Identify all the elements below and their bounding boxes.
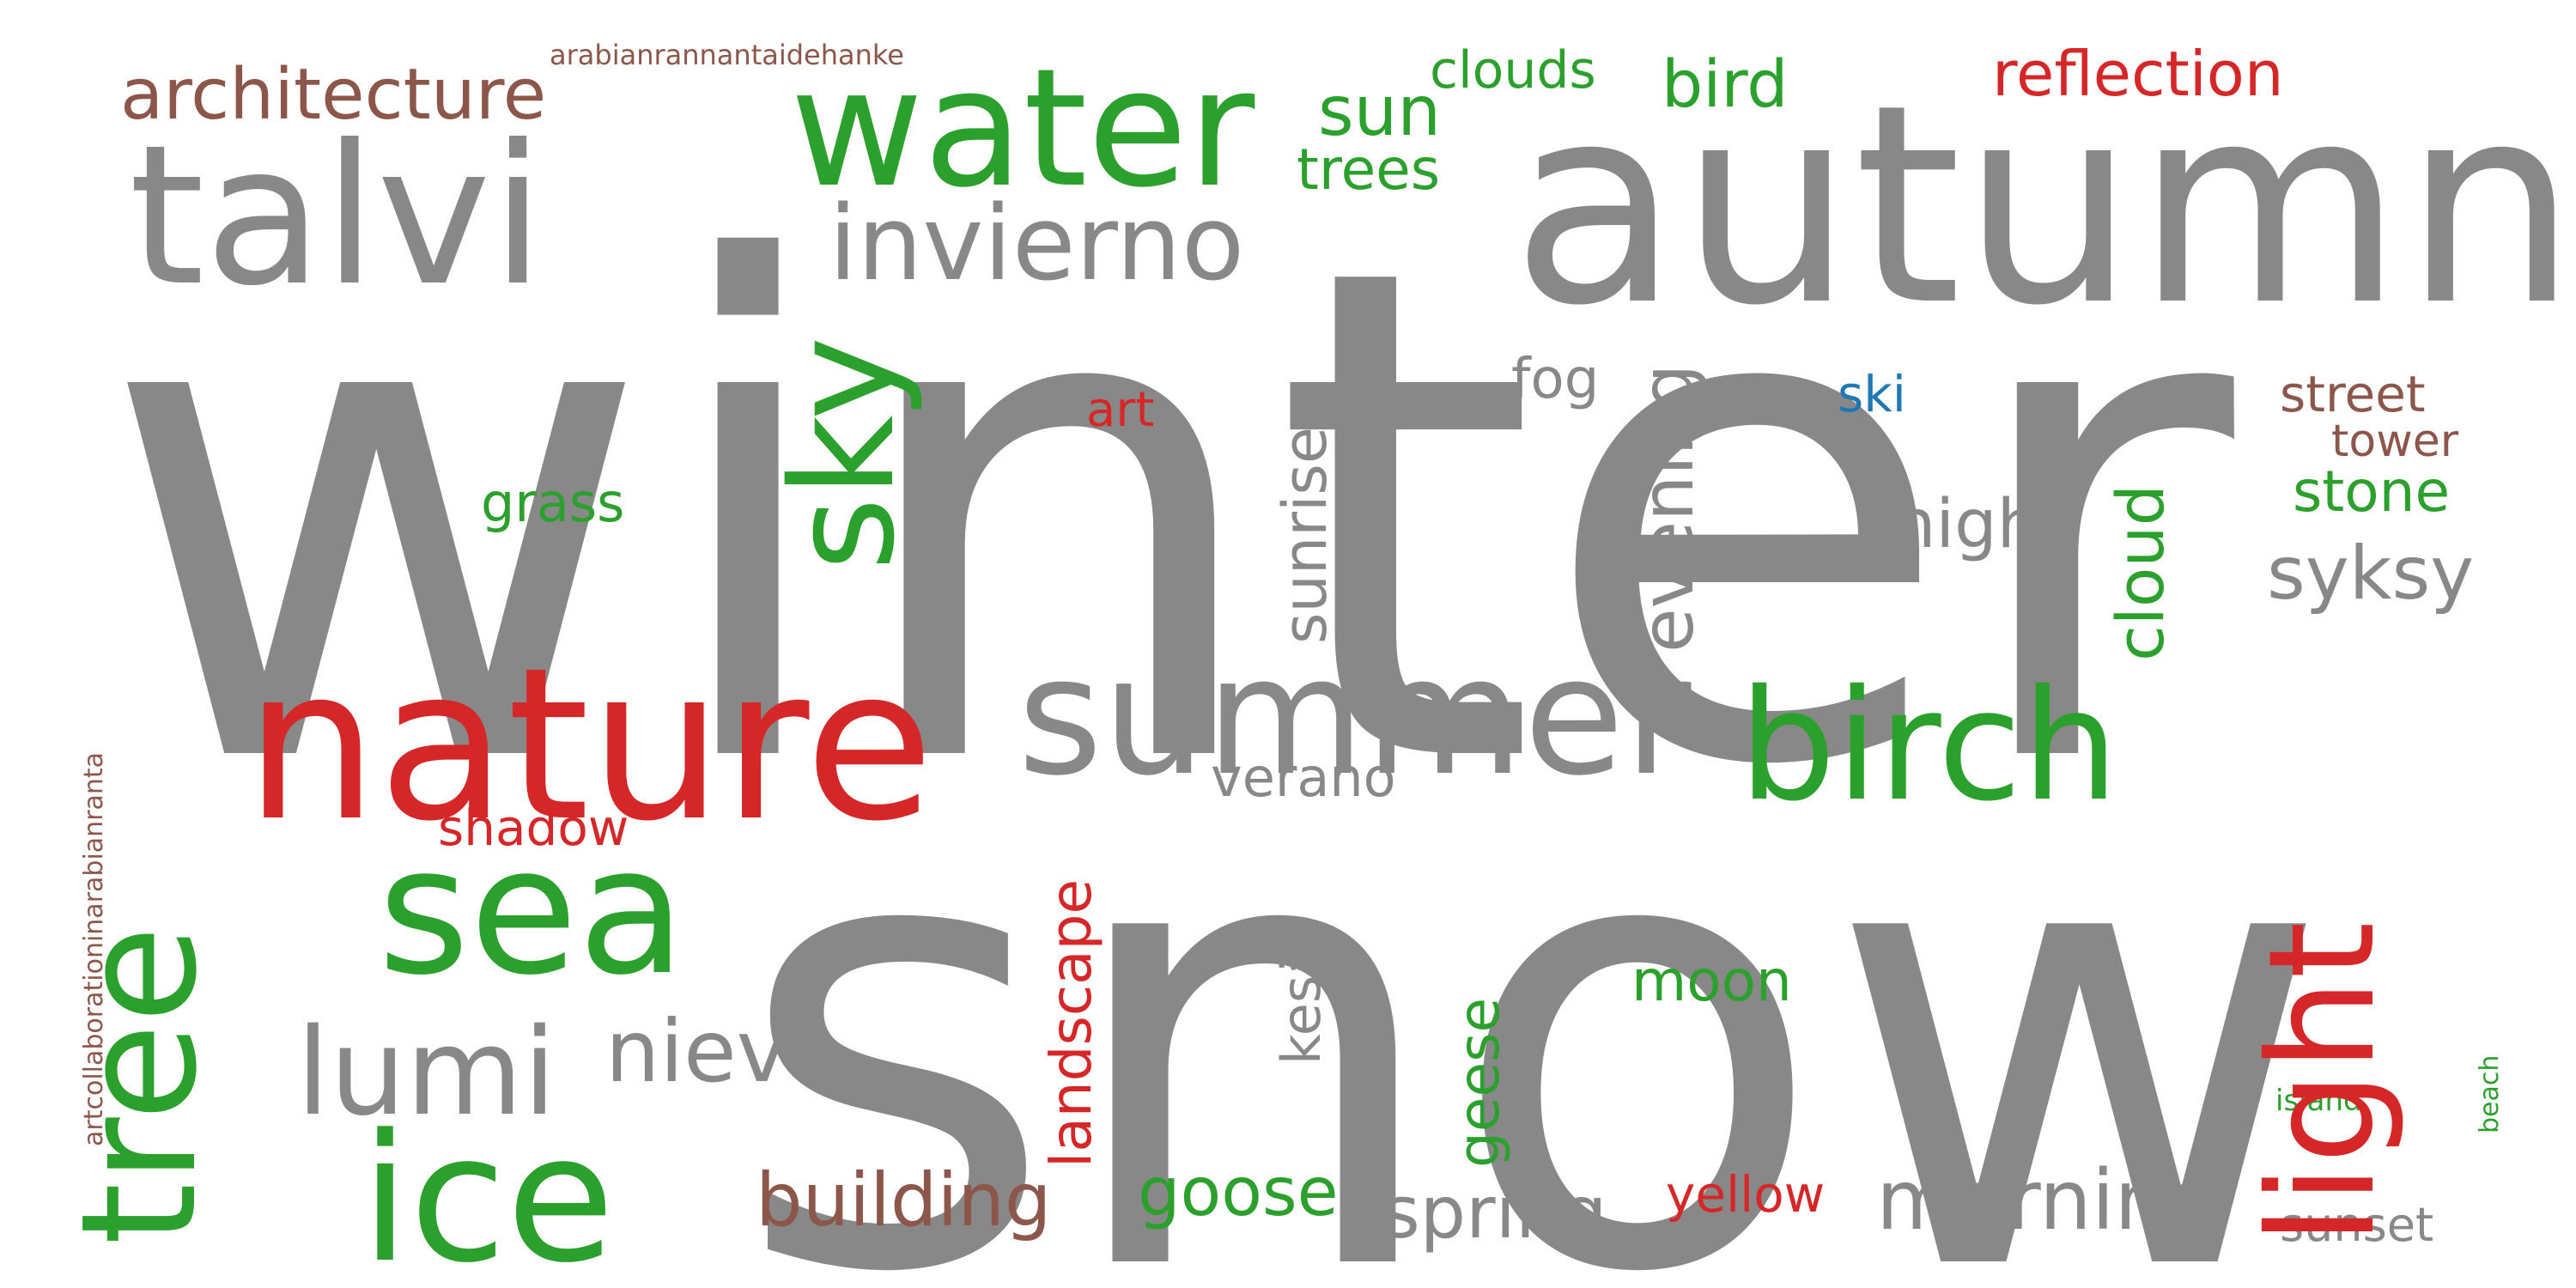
word-building: building [756, 1157, 1052, 1243]
word-night: night [1893, 486, 2066, 563]
word-island: island [2275, 1084, 2362, 1118]
word-nieve: nieve [605, 1001, 841, 1102]
word-ski: ski [1838, 365, 1906, 423]
word-sky: sky [761, 336, 926, 571]
word-light: light [2238, 921, 2408, 1245]
word-sea: sea [378, 810, 686, 1014]
word-autumn: autumn [1511, 46, 2576, 366]
word-shadow: shadow [438, 799, 629, 857]
word-arabianrannantaidehanke: arabianrannantaidehanke [550, 39, 904, 71]
word-artcollaboration: artcollaborationinarabianranta [79, 751, 109, 1146]
word-landscape: landscape [1038, 878, 1104, 1168]
word-snow: snow [734, 688, 2332, 1288]
word-ice: ice [361, 1097, 615, 1288]
word-morning: morning [1876, 1152, 2220, 1249]
word-grass: grass [481, 471, 625, 534]
word-moon: moon [1631, 948, 1792, 1014]
word-reflection: reflection [1992, 38, 2284, 110]
word-beach: beach [2475, 1054, 2505, 1133]
word-cloud: cloud [2102, 484, 2178, 661]
word-bird: bird [1662, 46, 1789, 122]
word-clouds: clouds [1430, 40, 1596, 100]
word-art: art [1086, 382, 1155, 438]
word-talvi: talvi [129, 104, 545, 329]
word-verano: verano [1211, 746, 1396, 809]
word-sunrise: sunrise [1270, 427, 1340, 644]
word-geese: geese [1446, 997, 1512, 1168]
word-birch: birch [1739, 657, 2119, 835]
word-lumi: lumi [296, 1003, 556, 1143]
word-summer: summer [1018, 622, 1692, 811]
word-sunset: sunset [2280, 1198, 2434, 1252]
word-spring: spring [1382, 1170, 1607, 1255]
word-architecture: architecture [120, 54, 547, 136]
word-goose: goose [1138, 1154, 1339, 1231]
word-winter: winter [99, 125, 2234, 914]
word-syksy: syksy [2267, 531, 2475, 617]
word-trees: trees [1297, 137, 1441, 203]
word-sun: sun [1318, 71, 1442, 151]
word-stone: stone [2293, 459, 2451, 525]
word-evening: evening [1625, 363, 1710, 653]
word-tower: tower [2331, 416, 2459, 467]
word-street: street [2280, 365, 2426, 423]
word-invierno: invierno [829, 185, 1245, 304]
word-nature: nature [245, 623, 934, 867]
word-water: water [790, 33, 1255, 223]
word-kesa: kesä [1270, 942, 1333, 1065]
word-fog: fog [1511, 348, 1600, 411]
word-yellow: yellow [1666, 1165, 1826, 1224]
